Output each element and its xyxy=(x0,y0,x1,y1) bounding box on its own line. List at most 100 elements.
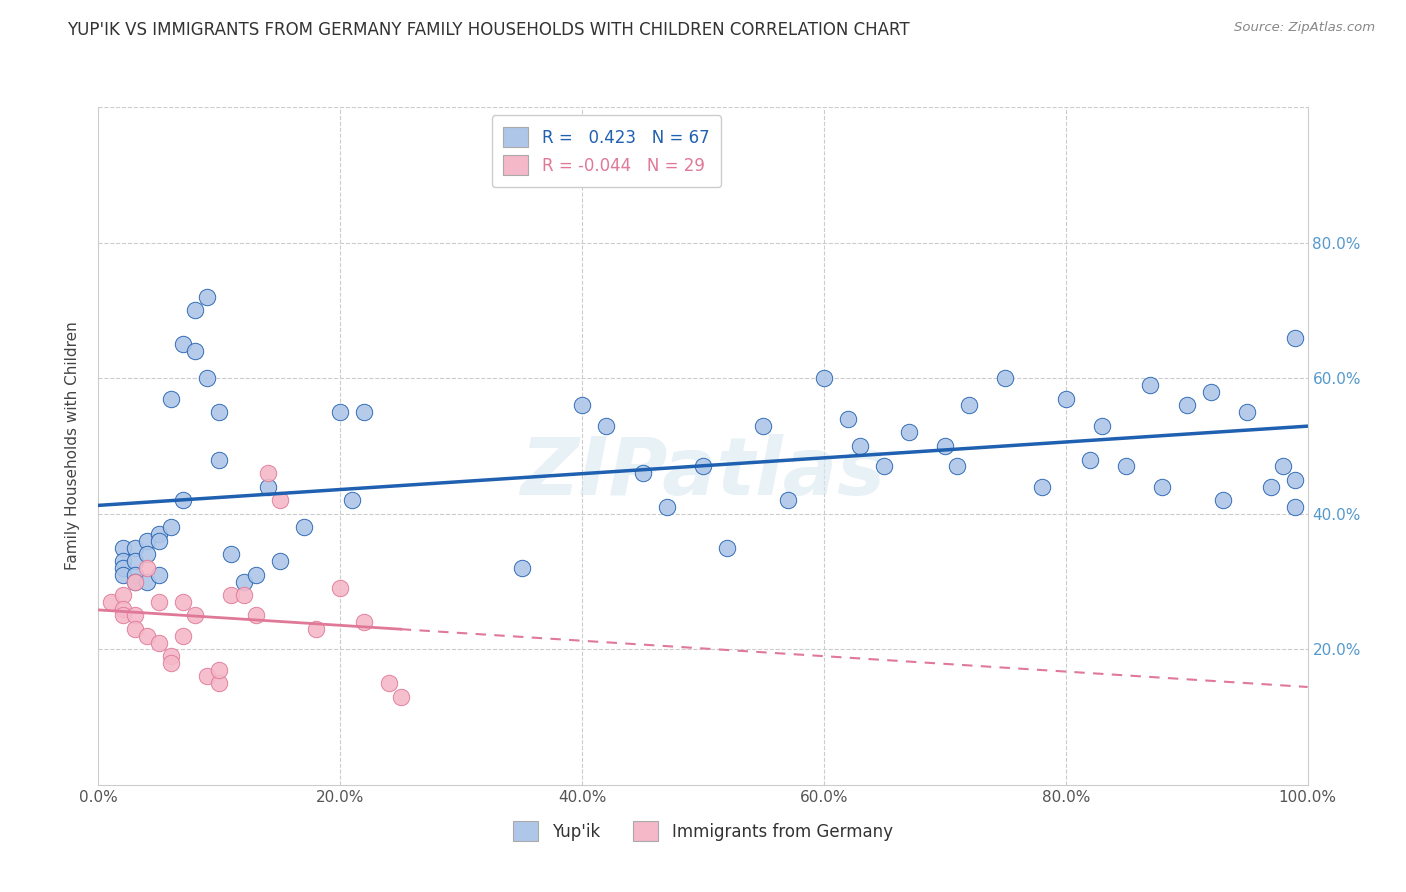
Point xyxy=(221,548,243,562)
Point xyxy=(957,398,980,412)
Point xyxy=(208,676,231,690)
Point xyxy=(994,371,1017,385)
Point xyxy=(184,303,207,318)
Point xyxy=(111,561,134,575)
Point xyxy=(172,493,194,508)
Point xyxy=(100,595,122,609)
Point xyxy=(208,405,231,419)
Point xyxy=(160,649,183,664)
Point xyxy=(849,439,872,453)
Point xyxy=(208,663,231,677)
Point xyxy=(256,480,278,494)
Point xyxy=(946,459,969,474)
Point xyxy=(292,520,315,534)
Point xyxy=(124,574,146,589)
Point xyxy=(148,567,170,582)
Point xyxy=(1260,480,1282,494)
Point xyxy=(1115,459,1137,474)
Point xyxy=(1236,405,1258,419)
Point xyxy=(160,392,183,406)
Point xyxy=(124,574,146,589)
Point xyxy=(692,459,714,474)
Point xyxy=(1091,418,1114,433)
Point xyxy=(124,567,146,582)
Point xyxy=(245,567,267,582)
Point xyxy=(837,412,859,426)
Point xyxy=(148,635,170,649)
Point xyxy=(148,527,170,541)
Point xyxy=(873,459,896,474)
Point xyxy=(342,493,364,508)
Point xyxy=(245,608,267,623)
Point xyxy=(256,466,278,480)
Point xyxy=(232,588,254,602)
Point xyxy=(1175,398,1198,412)
Point xyxy=(124,608,146,623)
Point xyxy=(305,622,328,636)
Point xyxy=(389,690,412,704)
Point xyxy=(716,541,738,555)
Text: YUP'IK VS IMMIGRANTS FROM GERMANY FAMILY HOUSEHOLDS WITH CHILDREN CORRELATION CH: YUP'IK VS IMMIGRANTS FROM GERMANY FAMILY… xyxy=(67,21,910,38)
Point xyxy=(184,608,207,623)
Point xyxy=(1139,378,1161,392)
Point xyxy=(595,418,617,433)
Point xyxy=(172,337,194,351)
Point xyxy=(934,439,956,453)
Point xyxy=(135,629,157,643)
Point xyxy=(1152,480,1174,494)
Point xyxy=(655,500,678,514)
Point xyxy=(353,615,375,630)
Point xyxy=(172,595,194,609)
Point xyxy=(124,541,146,555)
Point xyxy=(195,669,218,683)
Point xyxy=(897,425,920,440)
Point xyxy=(148,595,170,609)
Point xyxy=(111,608,134,623)
Point xyxy=(221,588,243,602)
Point xyxy=(148,533,170,548)
Point xyxy=(1031,480,1053,494)
Point xyxy=(195,371,218,385)
Point xyxy=(1284,500,1306,514)
Point xyxy=(813,371,835,385)
Point xyxy=(135,574,157,589)
Point xyxy=(510,561,533,575)
Point xyxy=(329,405,352,419)
Point xyxy=(232,574,254,589)
Y-axis label: Family Households with Children: Family Households with Children xyxy=(65,322,80,570)
Point xyxy=(752,418,775,433)
Point xyxy=(1199,384,1222,399)
Point xyxy=(269,493,291,508)
Point xyxy=(160,656,183,670)
Point xyxy=(135,533,157,548)
Point xyxy=(1284,330,1306,344)
Point xyxy=(377,676,399,690)
Point xyxy=(631,466,654,480)
Point xyxy=(111,567,134,582)
Point xyxy=(184,344,207,359)
Point xyxy=(353,405,375,419)
Point xyxy=(1272,459,1295,474)
Point xyxy=(776,493,799,508)
Point xyxy=(111,601,134,615)
Point xyxy=(1054,392,1077,406)
Legend: Yup'ik, Immigrants from Germany: Yup'ik, Immigrants from Germany xyxy=(503,811,903,851)
Point xyxy=(208,452,231,467)
Text: Source: ZipAtlas.com: Source: ZipAtlas.com xyxy=(1234,21,1375,34)
Point xyxy=(135,548,157,562)
Point xyxy=(160,520,183,534)
Point xyxy=(195,290,218,304)
Point xyxy=(135,561,157,575)
Point xyxy=(124,622,146,636)
Point xyxy=(571,398,593,412)
Text: ZIPatlas: ZIPatlas xyxy=(520,434,886,512)
Point xyxy=(1284,473,1306,487)
Point xyxy=(111,541,134,555)
Point xyxy=(111,588,134,602)
Point xyxy=(329,582,352,596)
Point xyxy=(172,629,194,643)
Point xyxy=(1212,493,1234,508)
Point xyxy=(111,554,134,568)
Point xyxy=(124,554,146,568)
Point xyxy=(1078,452,1101,467)
